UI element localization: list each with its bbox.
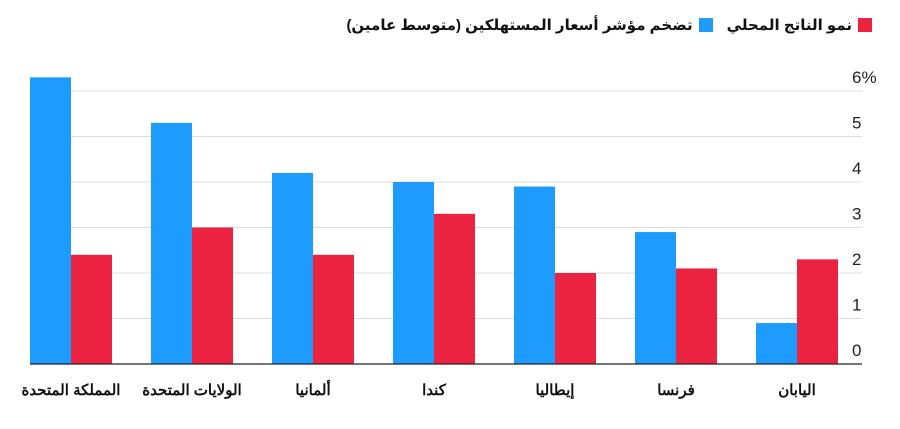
x-tick-label: ألمانيا [295, 379, 330, 399]
legend-label-cpi: تضخم مؤشر أسعار المستهلكين (متوسط عامين) [346, 17, 693, 34]
y-tick-label: 3 [852, 205, 861, 224]
bar-cpi [30, 77, 71, 364]
bar-cpi [756, 323, 797, 364]
bar-gdp [676, 268, 717, 364]
y-tick-label: 2 [852, 250, 861, 269]
legend-label-gdp: نمو الناتج المحلي [726, 17, 852, 34]
legend-item-gdp: نمو الناتج المحلي [727, 16, 872, 34]
legend-swatch-gdp [858, 18, 872, 32]
bar-gdp [797, 259, 838, 364]
x-tick-label: فرنسا [657, 382, 695, 399]
y-tick-label: 4 [852, 159, 861, 178]
bar-gdp [434, 213, 475, 364]
bar-cpi [151, 122, 192, 364]
y-tick-label: 0 [852, 341, 861, 360]
bar-cpi [272, 172, 313, 364]
x-tick-label: اليابان [778, 382, 816, 399]
x-tick-label: إيطاليا [536, 382, 575, 399]
bar-cpi [514, 186, 555, 364]
legend-swatch-cpi [698, 18, 713, 32]
y-tick-label: 6% [852, 68, 877, 87]
chart-legend: تضخم مؤشر أسعار المستهلكين (متوسط عامين)… [346, 16, 872, 34]
y-tick-label: 5 [852, 114, 861, 133]
y-tick-label: 1 [852, 296, 861, 315]
bar-cpi [635, 232, 676, 364]
bar-gdp [71, 254, 112, 364]
x-tick-label: الولايات المتحدة [142, 382, 241, 399]
bar-gdp [313, 254, 354, 364]
bar-gdp [192, 227, 233, 364]
bar-gdp [555, 273, 596, 364]
bar-cpi [393, 182, 434, 364]
x-tick-label: المملكة المتحدة [22, 382, 121, 399]
legend-item-cpi: تضخم مؤشر أسعار المستهلكين (متوسط عامين) [346, 16, 713, 34]
x-tick-label: كندا [422, 382, 447, 399]
